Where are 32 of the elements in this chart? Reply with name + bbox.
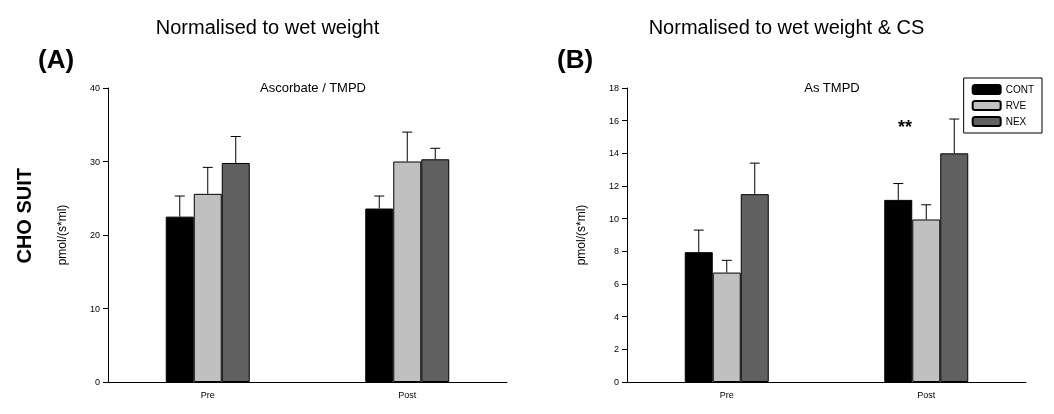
legend-label: NEX [1005, 116, 1027, 127]
y-tick-label: 8 [613, 246, 619, 257]
y-tick-label: 14 [608, 148, 619, 159]
text: (B) [557, 44, 594, 74]
x-tick-label: Pre [719, 389, 734, 400]
chart-subtitle: As TMPD [804, 80, 860, 95]
y-tick-label: 20 [89, 230, 100, 240]
annotation: ** [897, 117, 913, 137]
text: CHO SUIT [13, 167, 35, 264]
y-tick-label: 10 [608, 213, 619, 224]
y-tick-label: 18 [608, 83, 619, 93]
y-tick-label: 12 [608, 181, 619, 191]
y-tick-label: 6 [613, 279, 619, 289]
y-tick-label: 10 [89, 303, 100, 314]
x-tick-label: Post [917, 389, 936, 400]
x-tick-label: Pre [200, 389, 215, 400]
legend-label: RVE [1005, 100, 1027, 111]
y-tick-label: 40 [89, 83, 100, 93]
text: (A) [38, 44, 75, 74]
legend-label: CONT [1005, 84, 1035, 95]
y-axis-title: pmol/(s*ml) [55, 204, 69, 266]
x-tick-label: Post [398, 389, 417, 400]
y-tick-label: 0 [613, 377, 619, 387]
chart-title: Normalised to wet weight & CS [648, 16, 925, 38]
y-tick-label: 16 [608, 115, 619, 126]
y-tick-label: 0 [94, 377, 100, 387]
y-axis-title: pmol/(s*ml) [574, 204, 588, 266]
chart-subtitle: Ascorbate / TMPD [260, 80, 366, 95]
y-tick-label: 2 [613, 344, 619, 355]
y-tick-label: 4 [613, 311, 619, 322]
y-tick-label: 30 [89, 156, 100, 167]
chart-title: Normalised to wet weight [155, 16, 380, 38]
